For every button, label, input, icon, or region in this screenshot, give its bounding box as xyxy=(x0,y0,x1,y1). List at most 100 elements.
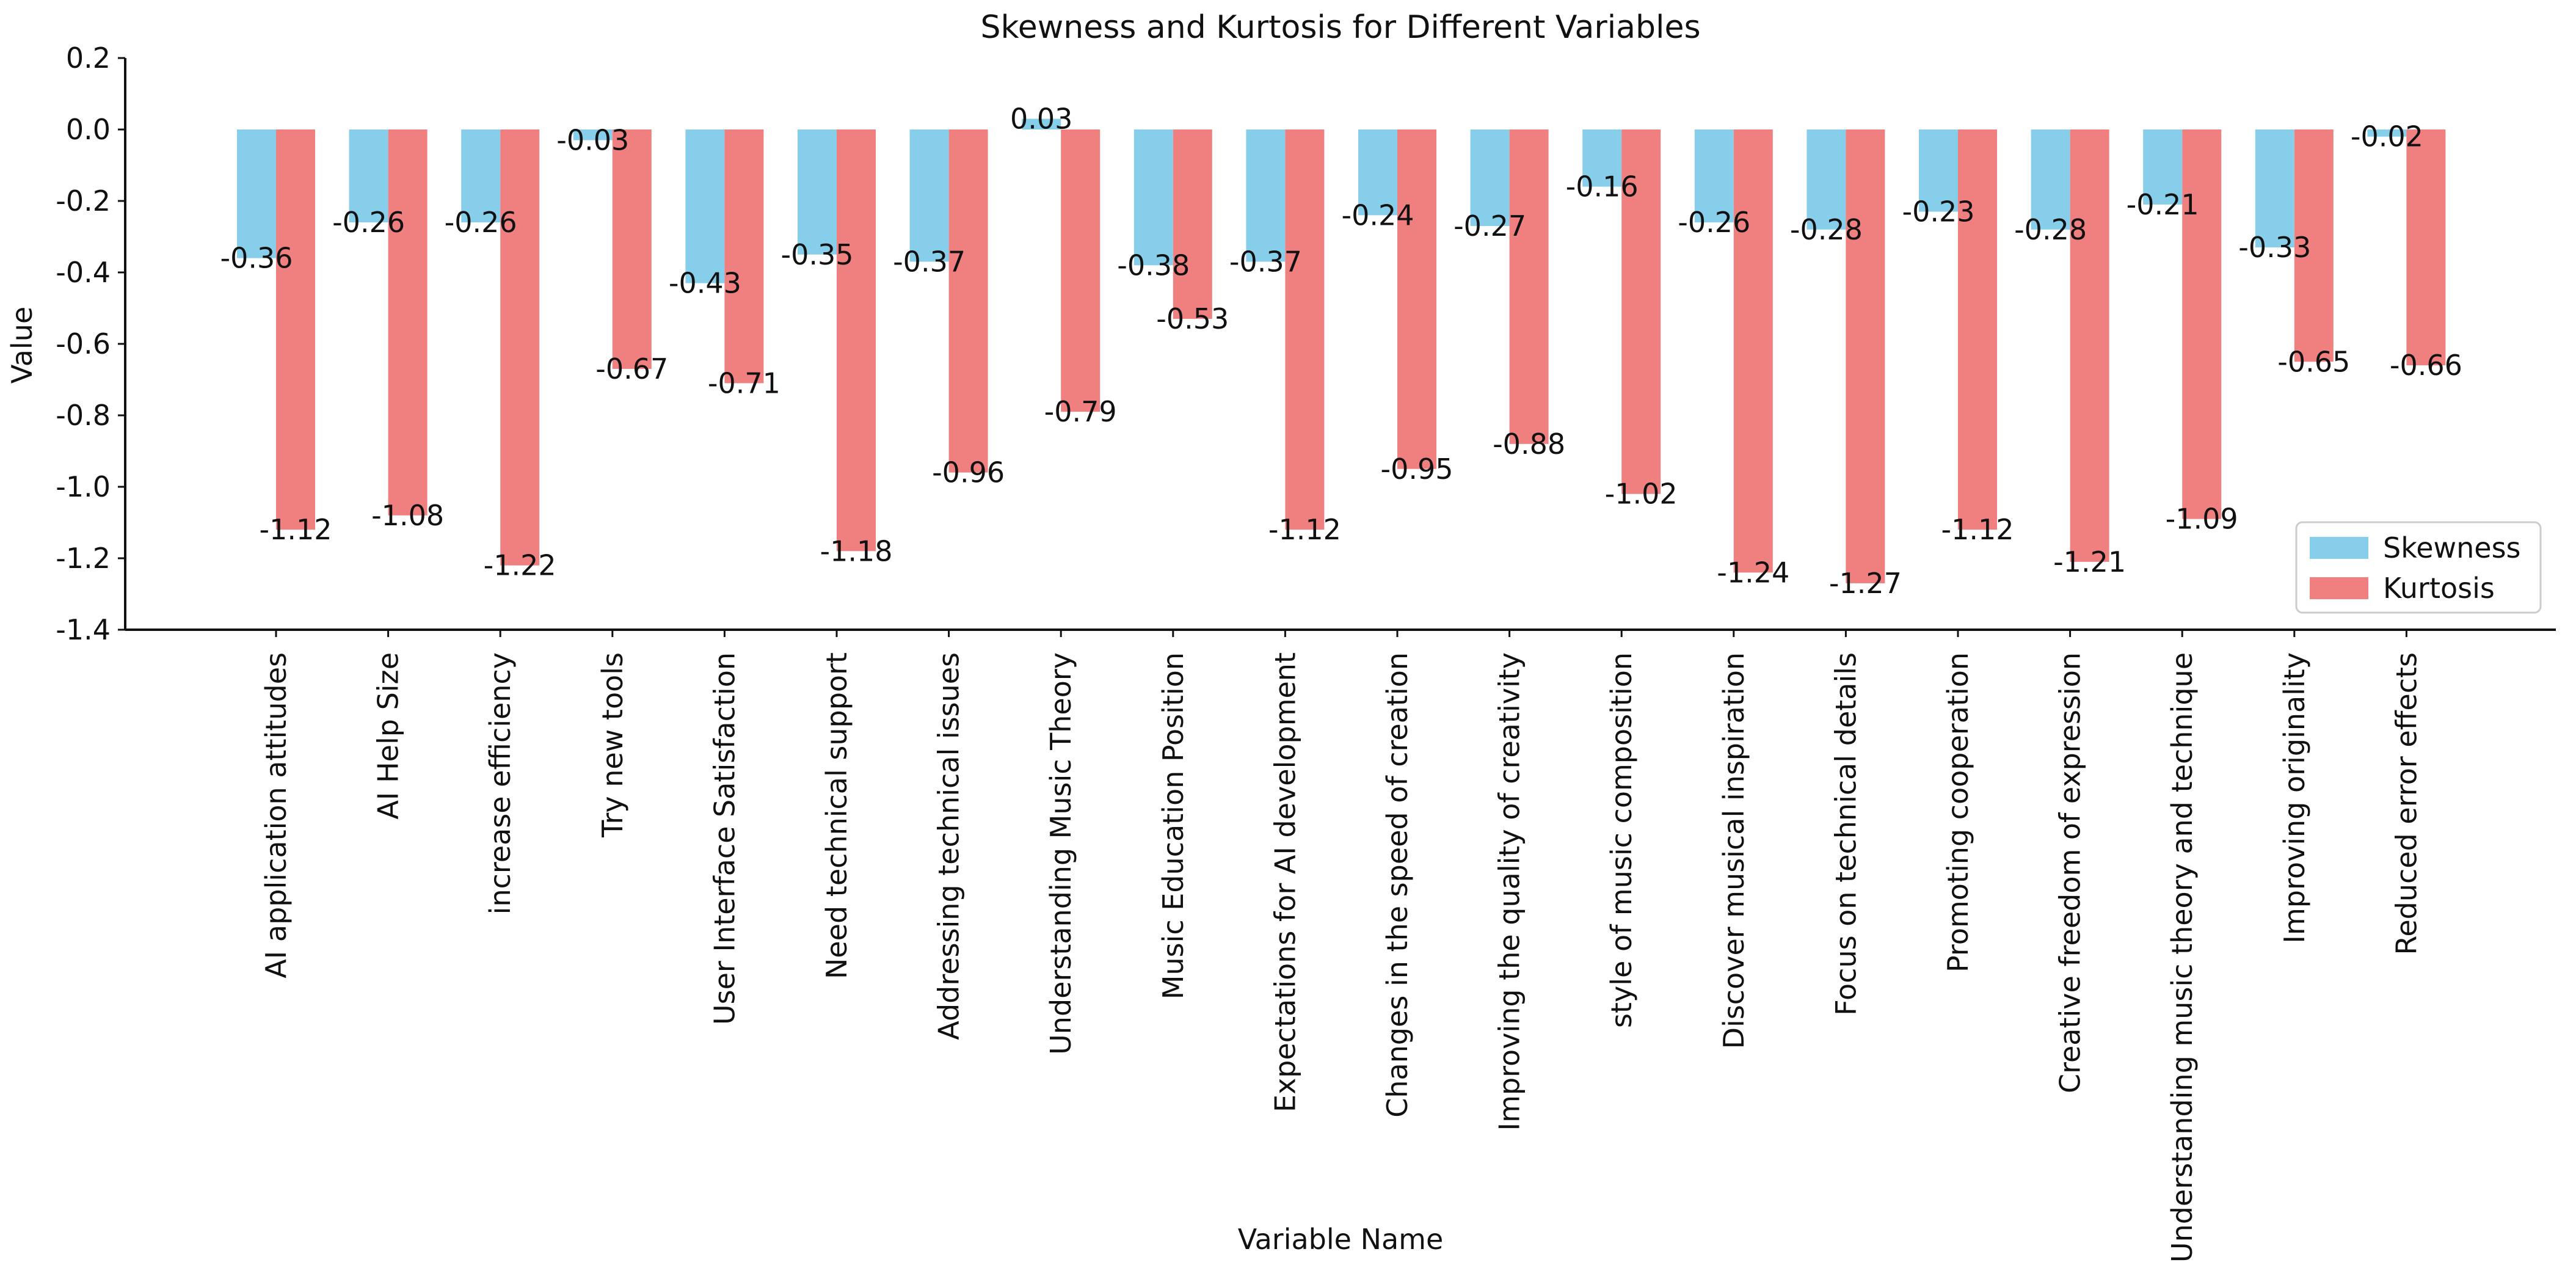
bar-kurtosis xyxy=(948,129,988,473)
data-label-kurtosis: -0.96 xyxy=(932,456,1005,489)
bar-kurtosis xyxy=(1621,129,1661,494)
data-label-kurtosis: -1.12 xyxy=(1268,513,1341,546)
bar-skewness xyxy=(349,129,388,223)
x-tick-label: Expectations for AI development xyxy=(1268,652,1301,1112)
bar-kurtosis xyxy=(1061,129,1101,412)
y-tick-label: -0.6 xyxy=(56,327,111,360)
y-axis-label: Value xyxy=(5,307,38,384)
bar-skewness xyxy=(798,129,837,255)
data-label-kurtosis: -0.67 xyxy=(595,352,668,385)
data-label-kurtosis: -1.21 xyxy=(2053,545,2126,578)
data-label-kurtosis: -1.08 xyxy=(371,499,444,532)
data-label-skewness: -0.26 xyxy=(332,206,405,239)
bar-skewness xyxy=(2367,129,2407,137)
data-label-skewness: -0.37 xyxy=(1229,245,1302,278)
bar-skewness xyxy=(461,129,501,223)
bars-layer xyxy=(237,118,2446,583)
y-tick-label: -1.2 xyxy=(56,542,111,575)
data-label-skewness: -0.27 xyxy=(1454,210,1526,242)
x-tick-label: AI application attitudes xyxy=(260,652,293,978)
data-label-skewness: -0.03 xyxy=(556,124,629,157)
data-label-skewness: -0.33 xyxy=(2238,231,2311,264)
x-tick-label: Creative freedom of expression xyxy=(2054,652,2087,1093)
data-label-skewness: -0.26 xyxy=(1678,206,1750,239)
y-tick-label: 0.0 xyxy=(66,113,111,146)
data-label-skewness: -0.43 xyxy=(669,267,741,300)
bar-skewness xyxy=(1582,129,1622,187)
data-label-skewness: -0.35 xyxy=(780,238,853,271)
bar-kurtosis xyxy=(388,129,428,516)
bar-skewness xyxy=(2031,129,2070,230)
x-tick-label: Promoting cooperation xyxy=(1941,652,1974,972)
x-tick-label: Reduced error effects xyxy=(2390,652,2423,955)
bar-kurtosis xyxy=(500,129,540,566)
axes-layer: AI application attitudes AI Help Size incr… xyxy=(56,42,2556,1263)
bar-kurtosis xyxy=(2070,129,2109,562)
bar-skewness xyxy=(1358,129,1397,216)
bar-skewness xyxy=(1694,129,1734,223)
x-tick-label: Changes in the speed of creation xyxy=(1381,652,1414,1118)
legend-swatch-skewness xyxy=(2310,537,2368,559)
x-tick-label: User Interface Satisfaction xyxy=(708,652,741,1025)
data-label-kurtosis: -1.02 xyxy=(1605,478,1678,511)
bar-kurtosis xyxy=(1285,129,1325,530)
bar-skewness xyxy=(237,129,276,258)
bar-skewness xyxy=(1133,129,1173,266)
bar-skewness xyxy=(573,129,613,140)
bar-kurtosis xyxy=(1397,129,1436,469)
x-tick-label: AI Help Size xyxy=(372,652,405,820)
bar-kurtosis xyxy=(2294,129,2334,362)
bar-kurtosis xyxy=(837,129,876,552)
data-label-skewness: -0.28 xyxy=(1790,213,1863,246)
data-label-skewness: -0.26 xyxy=(445,206,517,239)
data-label-kurtosis: -1.18 xyxy=(820,534,892,567)
data-label-skewness: -0.37 xyxy=(893,245,966,278)
bar-skewness xyxy=(1246,129,1286,262)
bar-skewness xyxy=(1022,118,1061,129)
y-tick-label: -0.8 xyxy=(56,399,111,432)
x-tick-label: Addressing technical issues xyxy=(933,652,966,1040)
x-tick-label: Focus on technical details xyxy=(1829,652,1862,1016)
bar-skewness xyxy=(2255,129,2294,248)
bar-skewness xyxy=(1806,129,1846,230)
data-label-skewness: -0.21 xyxy=(2127,188,2199,221)
legend-label-skewness: Skewness xyxy=(2383,531,2521,564)
data-label-kurtosis: -0.88 xyxy=(1493,428,1565,461)
x-tick-label: increase efficiency xyxy=(484,652,517,914)
bar-kurtosis xyxy=(1173,129,1212,319)
y-tick-label: -1.4 xyxy=(56,613,111,646)
x-tick-label: Understanding music theory and technique xyxy=(2166,652,2199,1263)
bar-kurtosis xyxy=(724,129,764,384)
data-label-skewness: -0.16 xyxy=(1566,170,1639,203)
legend-label-kurtosis: Kurtosis xyxy=(2383,572,2495,605)
x-tick-label: Improving originality xyxy=(2278,652,2311,944)
data-label-kurtosis: -1.09 xyxy=(2166,503,2238,536)
data-label-kurtosis: -0.95 xyxy=(1380,453,1453,486)
x-axis-label: Variable Name xyxy=(1238,1223,1444,1256)
data-label-kurtosis: -1.12 xyxy=(1941,513,2014,546)
bar-kurtosis xyxy=(1846,129,1885,583)
data-label-kurtosis: -0.71 xyxy=(708,366,780,399)
x-tick-label: Music Education Position xyxy=(1157,652,1190,999)
y-tick-label: 0.2 xyxy=(66,42,111,75)
x-tick-label: Improving the quality of creativity xyxy=(1493,652,1526,1131)
chart-title: Skewness and Kurtosis for Different Vari… xyxy=(980,9,1700,46)
y-tick-label: -1.0 xyxy=(56,470,111,503)
bar-skewness xyxy=(909,129,949,262)
bar-kurtosis xyxy=(2182,129,2222,519)
bar-skewness xyxy=(1470,129,1510,226)
legend: Skewness Kurtosis xyxy=(2295,521,2542,614)
bar-kurtosis xyxy=(1958,129,1997,530)
bar-kurtosis xyxy=(2406,129,2446,366)
data-label-skewness: -0.28 xyxy=(2014,213,2087,246)
data-label-kurtosis: -1.24 xyxy=(1717,556,1789,589)
bar-kurtosis xyxy=(612,129,652,369)
data-label-kurtosis: -0.65 xyxy=(2277,345,2350,378)
data-label-skewness: -0.23 xyxy=(1902,195,1974,228)
data-label-kurtosis: -0.53 xyxy=(1156,302,1229,335)
bar-skewness xyxy=(2143,129,2183,205)
data-label-kurtosis: -0.79 xyxy=(1044,395,1117,428)
data-labels-layer: -0.36 -1.12 -0.26 -1.08 -0.26 -1.22 -0.03 -0.67… xyxy=(220,102,2462,600)
